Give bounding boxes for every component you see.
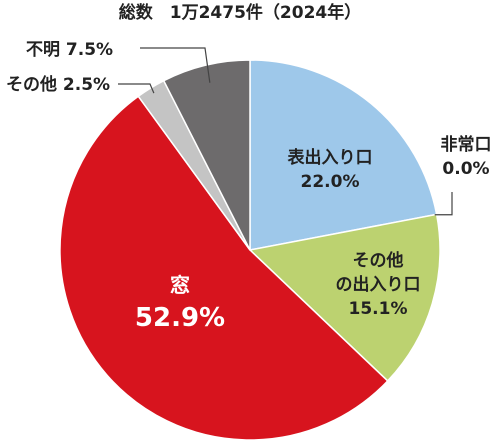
slice-label-fumei: 不明 7.5% xyxy=(26,40,113,60)
slice-5 xyxy=(162,59,251,251)
slice-label-hijouguchi: 非常口 0.0% xyxy=(441,134,492,179)
leader-sonota xyxy=(118,83,155,94)
slice-label-omote: 表出入り口 22.0% xyxy=(288,147,373,192)
leader-hijouguchi xyxy=(434,192,453,216)
slice-0 xyxy=(249,59,438,251)
slice-label-sonota-deiriguchi: その他の出入り口 15.1% xyxy=(336,250,421,319)
slice-2 xyxy=(248,213,441,382)
slice-label-sonota: その他 2.5% xyxy=(6,74,110,95)
leader-fumei xyxy=(140,47,211,83)
slice-label-mado: 窓 52.9% xyxy=(135,273,225,333)
chart-title: 総数 1万2475件（2024年） xyxy=(119,2,361,23)
slice-3 xyxy=(59,95,389,441)
